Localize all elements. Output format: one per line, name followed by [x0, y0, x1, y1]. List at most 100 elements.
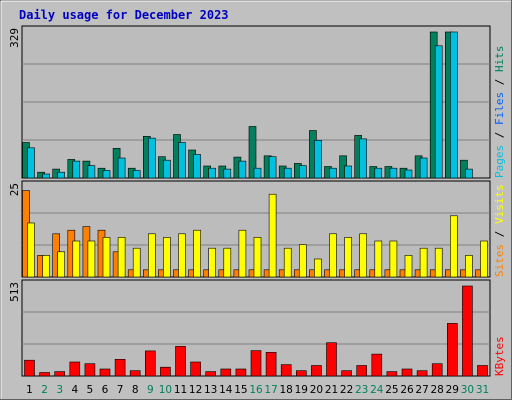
bar-files-17 [268, 156, 277, 179]
legend-separator: / [493, 125, 506, 145]
bar-visits-15 [238, 229, 247, 278]
bar-files-18 [283, 167, 292, 179]
day-label-4: 4 [71, 384, 78, 396]
bar-visits-24 [374, 240, 383, 278]
bar-files-28 [434, 45, 443, 179]
bar-kbytes-25 [386, 371, 398, 377]
day-label-22: 22 [340, 384, 353, 396]
bar-files-20 [314, 140, 322, 179]
day-label-1: 1 [26, 384, 33, 396]
bar-visits-10 [163, 237, 171, 278]
bar-files-14 [223, 168, 232, 179]
bar-visits-2 [42, 255, 50, 278]
bar-visits-3 [57, 251, 66, 278]
legend-visits_sites: Sites / Visits [493, 184, 506, 277]
day-label-8: 8 [132, 384, 139, 396]
bar-visits-9 [148, 233, 156, 278]
bar-kbytes-14 [220, 368, 232, 377]
bar-kbytes-12 [190, 361, 201, 377]
bar-kbytes-26 [401, 368, 413, 377]
day-label-19: 19 [295, 384, 308, 396]
bar-files-12 [193, 154, 201, 179]
bar-visits-30 [465, 255, 473, 278]
bar-kbytes-28 [431, 363, 443, 377]
bar-visits-20 [314, 258, 322, 278]
bar-files-11 [178, 142, 186, 179]
bar-files-13 [208, 167, 216, 179]
bar-kbytes-18 [280, 364, 292, 377]
bar-visits-21 [329, 233, 337, 278]
bar-visits-16 [253, 237, 262, 278]
bar-kbytes-7 [114, 358, 126, 377]
legend-item-sites: Sites [493, 244, 506, 277]
bar-kbytes-24 [371, 353, 383, 377]
day-label-14: 14 [219, 384, 233, 396]
day-label-17: 17 [264, 384, 277, 396]
day-label-13: 13 [204, 384, 217, 396]
bar-kbytes-10 [160, 366, 171, 377]
bar-files-16 [253, 167, 262, 179]
axis-max-label: 513 [8, 282, 21, 302]
day-label-12: 12 [189, 384, 202, 396]
bar-visits-11 [178, 233, 186, 278]
bar-visits-7 [117, 237, 126, 278]
bar-files-4 [72, 160, 81, 179]
bar-visits-8 [132, 247, 141, 278]
bar-visits-17 [268, 193, 277, 278]
day-label-18: 18 [280, 384, 293, 396]
bar-kbytes-29 [446, 323, 458, 377]
bar-visits-25 [389, 240, 398, 278]
bar-files-27 [419, 157, 428, 179]
bar-kbytes-21 [326, 342, 337, 377]
bar-files-24 [374, 167, 383, 179]
panel-visits_sites: 25 Sites / Visits [8, 180, 506, 278]
bar-kbytes-27 [416, 370, 428, 377]
day-label-26: 26 [400, 384, 414, 396]
legend-item-kbytes: KBytes [493, 336, 506, 376]
bar-files-10 [163, 159, 171, 179]
bar-files-8 [132, 170, 141, 179]
bar-files-7 [117, 157, 126, 179]
bar-files-5 [87, 165, 96, 179]
bar-visits-6 [102, 237, 111, 278]
bar-files-26 [404, 169, 413, 179]
bar-files-3 [57, 171, 66, 179]
day-label-24: 24 [370, 384, 384, 396]
bar-kbytes-16 [250, 350, 262, 377]
bar-files-2 [42, 173, 50, 179]
panel-kbytes: 513 KBytes [8, 279, 506, 377]
bar-files-25 [389, 167, 398, 179]
bar-kbytes-13 [205, 371, 216, 377]
day-label-6: 6 [102, 384, 109, 396]
bar-visits-13 [208, 247, 216, 278]
day-label-29: 29 [446, 384, 459, 396]
bar-pages-16 [248, 126, 257, 179]
day-label-10: 10 [159, 384, 172, 396]
legend-item-hits: Hits [493, 46, 506, 73]
bar-kbytes-2 [39, 372, 50, 377]
legend-item-files: Files [493, 92, 506, 125]
day-label-15: 15 [234, 384, 247, 396]
bar-kbytes-6 [99, 368, 111, 377]
day-label-28: 28 [431, 384, 444, 396]
bar-visits-28 [434, 247, 443, 278]
day-label-3: 3 [56, 384, 63, 396]
bar-visits-18 [283, 247, 292, 278]
panel-hits_files_pages: 329 Pages / Files / Hits [8, 25, 506, 179]
bar-kbytes-8 [129, 370, 141, 377]
legend-item-pages: Pages [493, 145, 506, 178]
bar-kbytes-20 [311, 365, 322, 377]
day-label-30: 30 [461, 384, 474, 396]
bar-visits-22 [344, 237, 352, 278]
day-label-20: 20 [310, 384, 323, 396]
bar-kbytes-11 [175, 346, 186, 377]
chart-title: Daily usage for December 2023 [19, 8, 229, 22]
legend-separator: / [493, 72, 506, 92]
bar-files-1 [27, 147, 35, 179]
bar-visits-19 [298, 244, 307, 278]
day-label-5: 5 [87, 384, 94, 396]
legend-kbytes: KBytes [493, 336, 506, 376]
bar-kbytes-4 [69, 361, 81, 377]
day-label-11: 11 [174, 384, 187, 396]
